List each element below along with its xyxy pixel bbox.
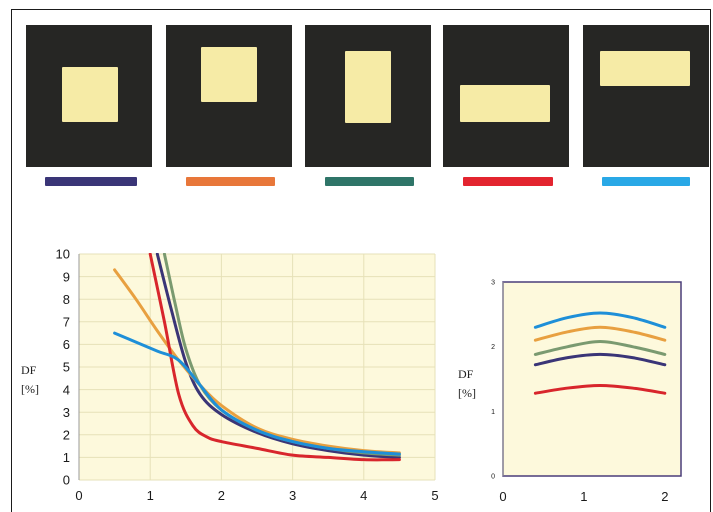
x-tick-label: 2 [218,488,225,503]
legend-swatch-wide-top [602,177,690,186]
x-tick-label: 4 [360,488,367,503]
plot-area-1 [502,281,682,477]
left-ylabel-line2: [%] [21,382,39,396]
window-pane [62,67,118,122]
legend-swatch-wide-bottom [463,177,553,186]
left-ylabel-line1: DF [21,363,37,377]
right-ylabel: DF [%] [458,365,476,403]
y-tick-label: 3 [63,405,70,420]
y-tick-label: 3 [491,280,495,287]
legend-swatch-top [186,177,275,186]
series-line [113,331,401,456]
legend-swatch-center [45,177,137,186]
window-config-tall-center [305,25,431,167]
y-tick-label: 0 [63,473,70,488]
x-tick-label: 3 [289,488,296,503]
y-tick-label: 2 [491,344,495,351]
series-line [113,268,401,455]
series-line [148,253,401,462]
series-line [155,253,401,459]
y-tick-label: 1 [491,409,495,416]
y-tick-label: 10 [56,247,70,262]
window-pane [345,51,391,123]
y-tick-label: 8 [63,292,70,307]
right-ylabel-line2: [%] [458,386,476,400]
series-line [533,325,667,342]
y-tick-label: 4 [63,382,70,397]
x-tick-label: 2 [661,489,668,504]
y-tick-label: 9 [63,269,70,284]
x-tick-label: 1 [580,489,587,504]
series-line [533,311,667,329]
window-pane [201,47,257,102]
window-pane [460,85,550,122]
x-tick-label: 5 [431,488,438,503]
left-ylabel: DF [%] [21,361,39,399]
y-tick-label: 1 [63,450,70,465]
y-tick-label: 0 [491,474,495,481]
series-line [533,352,667,367]
window-config-top [166,25,292,167]
x-tick-label: 0 [499,489,506,504]
window-config-wide-top [583,25,709,167]
series-line [533,383,667,395]
x-tick-label: 0 [75,488,82,503]
y-tick-label: 7 [63,314,70,329]
window-pane [600,51,690,86]
window-config-center [26,25,152,167]
series-line [533,339,667,356]
right-ylabel-line1: DF [458,367,474,381]
y-tick-label: 2 [63,427,70,442]
x-tick-label: 1 [147,488,154,503]
y-tick-label: 6 [63,337,70,352]
legend-swatch-tall-center [325,177,414,186]
y-tick-label: 5 [63,360,70,375]
window-config-wide-bottom [443,25,569,167]
